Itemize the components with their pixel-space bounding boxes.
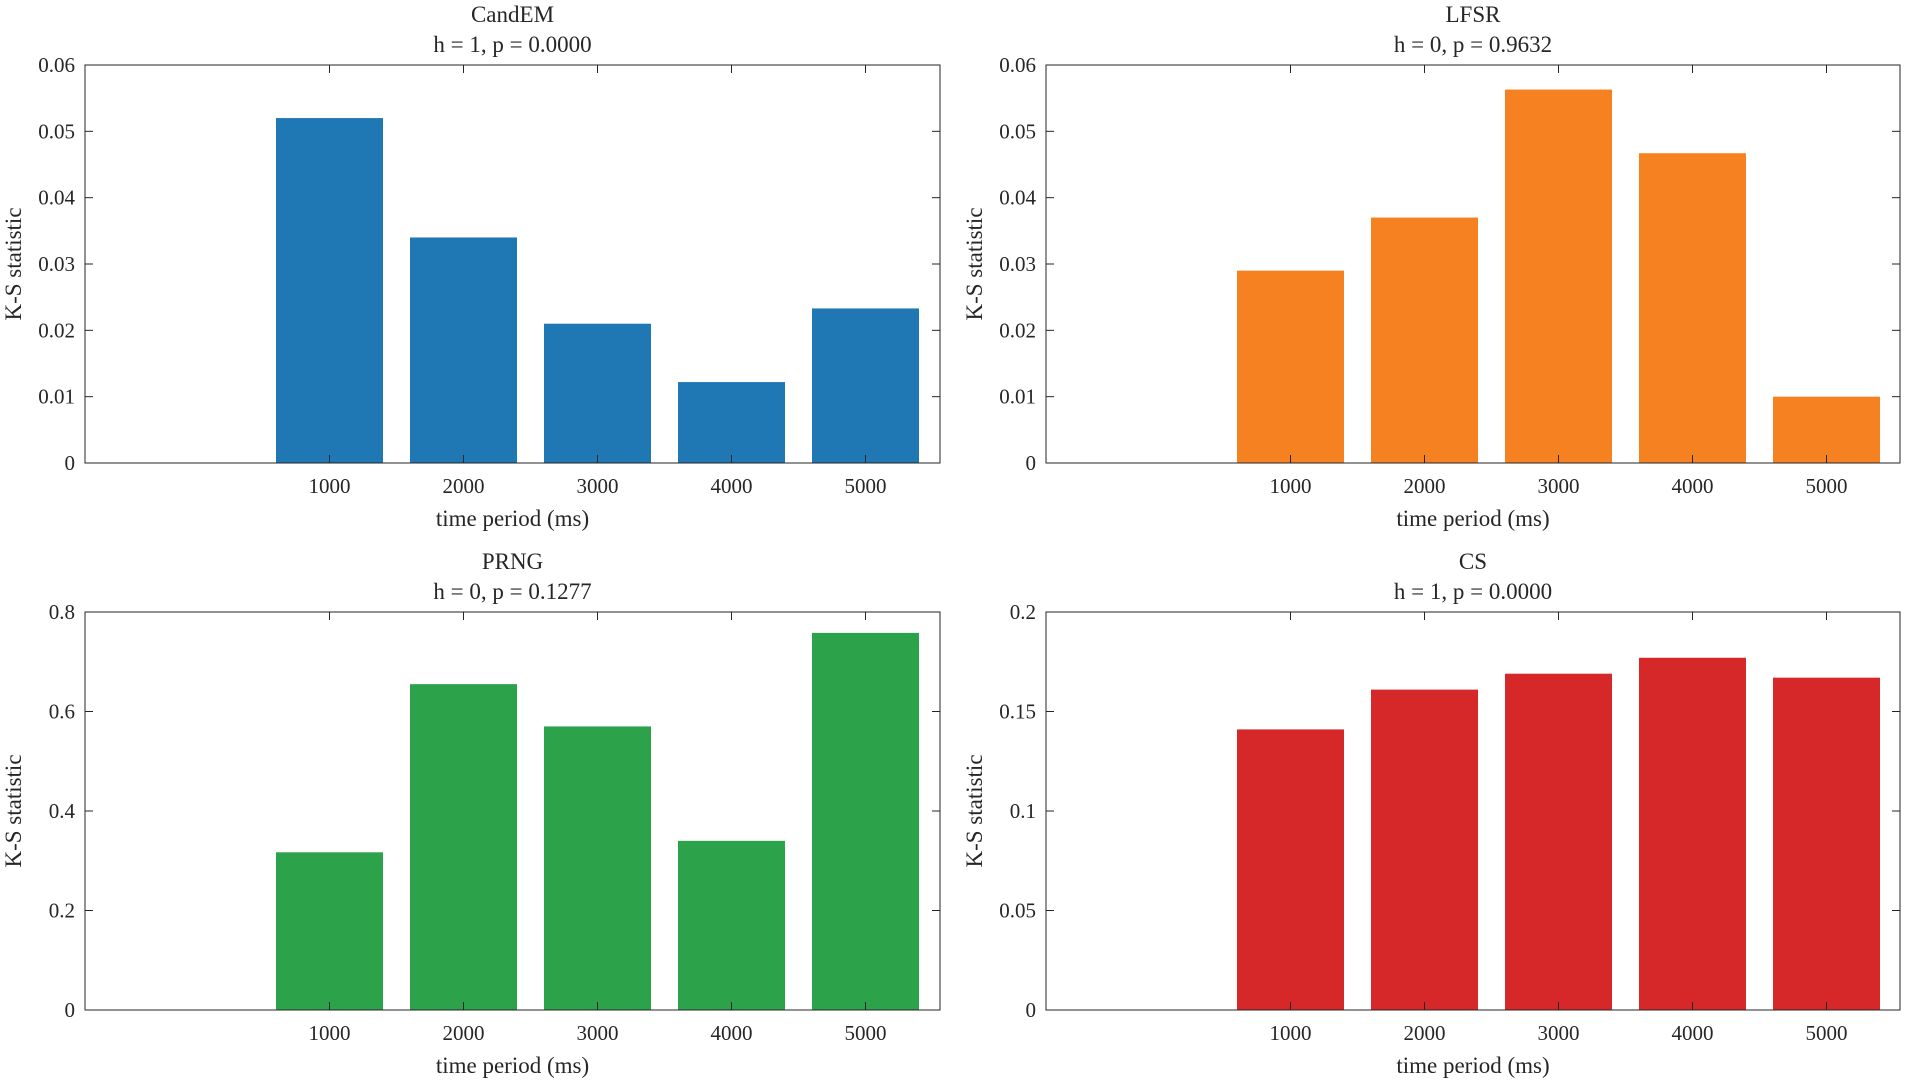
- y-tick-label: 0.05: [999, 899, 1036, 923]
- y-tick-label: 0.4: [49, 799, 76, 823]
- x-tick-label: 1000: [1270, 474, 1312, 498]
- bar-3000: [1505, 89, 1612, 463]
- y-tick-label: 0.05: [38, 119, 75, 143]
- x-tick-label: 1000: [309, 1021, 351, 1045]
- bar-5000: [1773, 677, 1880, 1010]
- y-tick-label: 0: [1026, 451, 1037, 475]
- chart-title: CS: [1459, 549, 1487, 574]
- chart-panel-prng: 0 0.2 0.4 0.6 0.8 1000 2000 3000 4000 5000 time pe…: [1, 549, 941, 1078]
- y-tick-label: 0: [65, 998, 76, 1022]
- chart-subtitle: h = 0, p = 0.9632: [1394, 32, 1552, 57]
- x-axis-label: time period (ms): [1396, 1053, 1549, 1078]
- chart-title: PRNG: [482, 549, 543, 574]
- y-tick-label: 0.8: [49, 600, 75, 624]
- y-tick-label: 0.03: [38, 252, 75, 276]
- y-tick-label: 0.05: [999, 119, 1036, 143]
- chart-panel-lfsr: 0 0.01 0.02 0.03 0.04 0.05 0.06 1000 2000 3000 400…: [962, 2, 1901, 531]
- bar-5000: [812, 632, 919, 1010]
- x-tick-label: 4000: [1672, 1021, 1714, 1045]
- bar-3000: [1505, 673, 1612, 1010]
- x-tick-label: 3000: [1538, 1021, 1580, 1045]
- x-tick-label: 2000: [443, 474, 485, 498]
- y-tick-label: 0.6: [49, 700, 75, 724]
- y-axis-label: K-S statistic: [1, 207, 26, 320]
- bar-3000: [544, 726, 651, 1010]
- y-tick-label: 0: [1026, 998, 1037, 1022]
- x-tick-label: 4000: [711, 1021, 753, 1045]
- y-tick-label: 0.06: [38, 53, 75, 77]
- y-tick-label: 0.04: [999, 186, 1036, 210]
- chart-subtitle: h = 1, p = 0.0000: [433, 32, 591, 57]
- bar-2000: [410, 684, 517, 1010]
- x-tick-label: 5000: [845, 1021, 887, 1045]
- y-tick-label: 0.01: [38, 385, 75, 409]
- y-tick-label: 0.1: [1010, 799, 1036, 823]
- bar-4000: [678, 382, 785, 463]
- y-axis-label: K-S statistic: [962, 754, 987, 867]
- y-tick-label: 0.04: [38, 186, 75, 210]
- bar-5000: [1773, 396, 1880, 463]
- bar-1000: [276, 852, 383, 1010]
- y-axis-label: K-S statistic: [962, 207, 987, 320]
- y-axis-label: K-S statistic: [1, 754, 26, 867]
- y-tick-label: 0.02: [999, 318, 1036, 342]
- chart-subtitle: h = 0, p = 0.1277: [433, 579, 591, 604]
- bar-2000: [1371, 689, 1478, 1010]
- x-tick-label: 5000: [1806, 1021, 1848, 1045]
- bar-1000: [1237, 270, 1344, 463]
- y-tick-label: 0: [65, 451, 76, 475]
- chart-subtitle: h = 1, p = 0.0000: [1394, 579, 1552, 604]
- x-tick-label: 3000: [577, 474, 619, 498]
- bar-1000: [276, 118, 383, 464]
- x-axis-label: time period (ms): [436, 506, 589, 531]
- x-axis-label: time period (ms): [436, 1053, 589, 1078]
- y-tick-label: 0.06: [999, 53, 1036, 77]
- x-axis-label: time period (ms): [1396, 506, 1549, 531]
- x-tick-label: 1000: [1270, 1021, 1312, 1045]
- x-tick-label: 2000: [1404, 1021, 1446, 1045]
- chart-panel-candem: 0 0.01 0.02 0.03 0.04 0.05 0.06 1000 2000 3000 400…: [1, 2, 941, 531]
- x-tick-label: 4000: [1672, 474, 1714, 498]
- x-tick-label: 5000: [845, 474, 887, 498]
- x-tick-label: 5000: [1806, 474, 1848, 498]
- chart-title: CandEM: [471, 2, 554, 27]
- bar-4000: [678, 840, 785, 1010]
- x-tick-label: 1000: [309, 474, 351, 498]
- x-tick-label: 2000: [1404, 474, 1446, 498]
- x-tick-label: 3000: [1538, 474, 1580, 498]
- bar-3000: [544, 323, 651, 463]
- bar-2000: [1371, 217, 1478, 463]
- bar-5000: [812, 308, 919, 463]
- y-tick-label: 0.2: [1010, 600, 1036, 624]
- bar-2000: [410, 237, 517, 463]
- x-tick-label: 2000: [443, 1021, 485, 1045]
- x-tick-label: 4000: [711, 474, 753, 498]
- y-tick-label: 0.01: [999, 385, 1036, 409]
- x-tick-label: 3000: [577, 1021, 619, 1045]
- chart-title: LFSR: [1446, 2, 1502, 27]
- chart-panel-cs: 0 0.05 0.1 0.15 0.2 1000 2000 3000 4000 5000 time …: [962, 549, 1901, 1078]
- y-tick-label: 0.03: [999, 252, 1036, 276]
- y-tick-label: 0.15: [999, 700, 1036, 724]
- y-tick-label: 0.02: [38, 318, 75, 342]
- bar-4000: [1639, 657, 1746, 1010]
- bar-4000: [1639, 153, 1746, 463]
- bar-1000: [1237, 729, 1344, 1010]
- y-tick-label: 0.2: [49, 899, 75, 923]
